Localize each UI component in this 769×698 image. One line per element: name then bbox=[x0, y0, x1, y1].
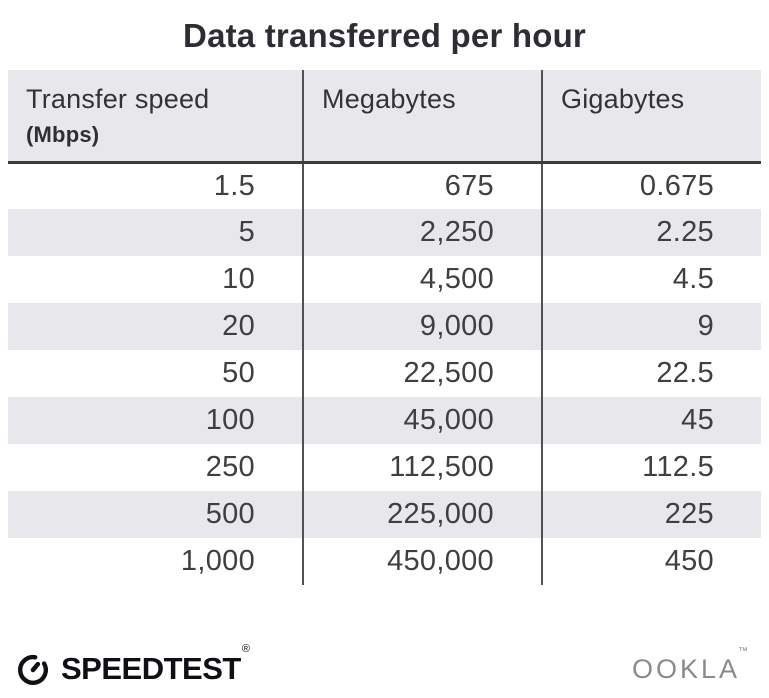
cell-megabytes: 450,000 bbox=[302, 538, 542, 585]
speedtest-gauge-icon bbox=[18, 654, 48, 685]
cell-gigabytes: 4.5 bbox=[541, 256, 761, 303]
cell-megabytes: 45,000 bbox=[302, 397, 542, 444]
registered-trademark-symbol: ® bbox=[241, 643, 250, 655]
footer: SPEEDTEST® OOKLA™ bbox=[14, 643, 753, 688]
speedtest-wordmark: SPEEDTEST® bbox=[61, 643, 250, 687]
header-transfer-speed: Transfer speed (Mbps) bbox=[8, 70, 303, 162]
cell-megabytes: 4,500 bbox=[302, 256, 542, 303]
header-mbps-unit: (Mbps) bbox=[26, 122, 100, 147]
page-title: Data transferred per hour bbox=[183, 17, 586, 54]
cell-transfer-speed-mbps: 1.5 bbox=[213, 169, 255, 202]
table-row: 5 2,250 2.25 bbox=[8, 209, 761, 256]
cell-transfer-speed-mbps: 100 bbox=[205, 404, 255, 436]
cell-transfer-speed-mbps: 500 bbox=[205, 498, 255, 530]
cell-transfer-speed-mbps: 10 bbox=[222, 263, 255, 295]
cell-gigabytes: 22.5 bbox=[541, 350, 761, 397]
table-row: 50 22,500 22.5 bbox=[8, 350, 761, 397]
cell-transfer-speed-mbps: 20 bbox=[222, 310, 255, 342]
table-body: 1.5 675 0.675 5 2,250 2.25 10 4,500 4.5 20 9,000 9 5… bbox=[8, 162, 761, 585]
table-row: 1,000 450,000 450 bbox=[8, 538, 761, 585]
header-gigabytes: Gigabytes bbox=[541, 70, 761, 162]
cell-gigabytes: 112.5 bbox=[541, 444, 761, 491]
cell-megabytes: 2,250 bbox=[302, 209, 542, 256]
speedtest-label: SPEEDTEST bbox=[61, 651, 241, 686]
cell-megabytes: 675 bbox=[302, 162, 542, 209]
table-row: 100 45,000 45 bbox=[8, 397, 761, 444]
cell-transfer-speed-mbps: 5 bbox=[238, 216, 255, 248]
cell-transfer-speed-mbps: 50 bbox=[222, 357, 255, 389]
cell-gigabytes: 9 bbox=[541, 303, 761, 350]
ookla-label: OOKLA bbox=[631, 653, 740, 684]
cell-gigabytes: 45 bbox=[541, 397, 761, 444]
table-row: 500 225,000 225 bbox=[8, 491, 761, 538]
cell-transfer-speed-mbps: 1,000 bbox=[180, 545, 255, 577]
ookla-logo: OOKLA™ bbox=[631, 646, 753, 685]
cell-gigabytes: 0.675 bbox=[541, 162, 761, 209]
header-megabytes: Megabytes bbox=[302, 70, 542, 162]
cell-megabytes: 225,000 bbox=[302, 491, 542, 538]
cell-gigabytes: 450 bbox=[541, 538, 761, 585]
cell-megabytes: 9,000 bbox=[302, 303, 542, 350]
cell-gigabytes: 2.25 bbox=[541, 209, 761, 256]
header-row: Transfer speed (Mbps) Megabytes Gigabyte… bbox=[8, 70, 761, 162]
trademark-symbol: ™ bbox=[738, 645, 751, 657]
table-header: Transfer speed (Mbps) Megabytes Gigabyte… bbox=[8, 70, 761, 162]
table-row: 250 112,500 112.5 bbox=[8, 444, 761, 491]
header-transfer-speed-label: Transfer speed bbox=[26, 84, 210, 114]
speedtest-logo: SPEEDTEST® bbox=[14, 643, 250, 688]
cell-megabytes: 22,500 bbox=[302, 350, 542, 397]
table-row: 20 9,000 9 bbox=[8, 303, 761, 350]
cell-megabytes: 112,500 bbox=[302, 444, 542, 491]
data-table: Transfer speed (Mbps) Megabytes Gigabyte… bbox=[8, 70, 761, 585]
cell-transfer-speed-mbps: 250 bbox=[205, 451, 255, 483]
table-row: 1.5 675 0.675 bbox=[8, 162, 761, 209]
table-row: 10 4,500 4.5 bbox=[8, 256, 761, 303]
cell-gigabytes: 225 bbox=[541, 491, 761, 538]
